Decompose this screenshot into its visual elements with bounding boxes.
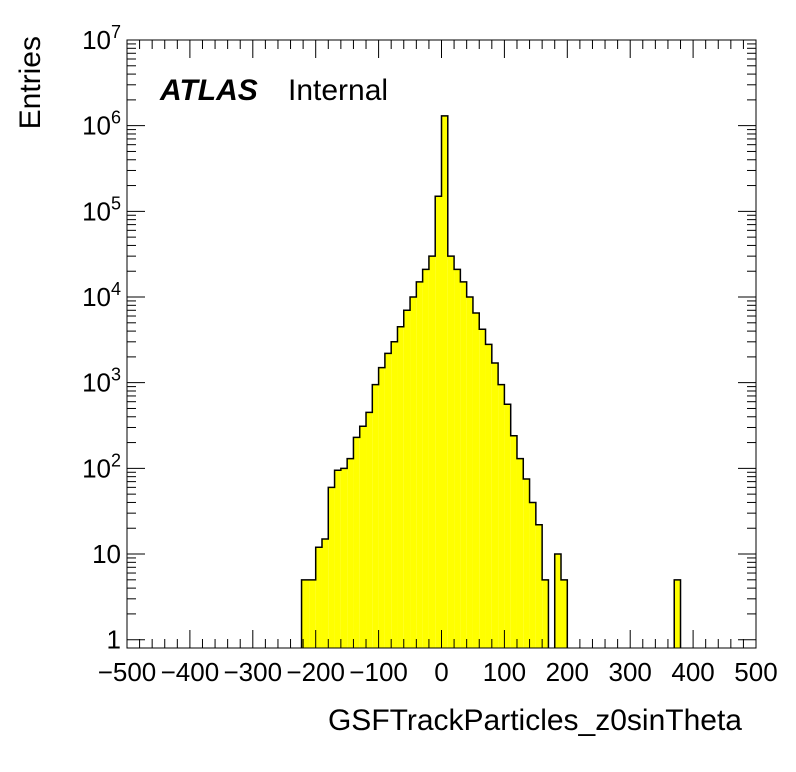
histogram-bar	[447, 256, 455, 648]
x-tick-label: 400	[671, 657, 714, 687]
x-tick-label: −300	[224, 657, 283, 687]
y-tick-labels: 1 10 102 103 104 105 106 107	[82, 22, 121, 655]
histogram-bar	[372, 384, 379, 648]
histogram-bar	[498, 384, 505, 648]
histogram-bar	[516, 458, 524, 648]
histogram-bar	[542, 579, 549, 648]
histogram-bar	[561, 579, 568, 648]
y-tick-label: 105	[82, 193, 121, 226]
histogram-bar	[535, 524, 543, 648]
x-tick-labels: −500 −400 −300 −200 −100 0 100 200 300 400 500	[98, 657, 778, 687]
histogram-bar	[353, 437, 360, 648]
histogram-bar	[491, 362, 499, 648]
x-tick-label: 300	[609, 657, 652, 687]
histogram-bar	[309, 579, 316, 648]
x-tick-label: 100	[483, 657, 526, 687]
histogram-bar	[485, 344, 492, 648]
histogram-bar	[523, 479, 530, 648]
plot-frame	[126, 39, 757, 649]
histogram-bar	[504, 404, 511, 648]
x-axis-title: GSFTrackParticles_z0sinTheta	[328, 704, 742, 737]
histogram-bar	[554, 554, 562, 648]
histogram-bar	[410, 297, 417, 648]
y-tick-label: 1	[107, 625, 121, 655]
histogram-bar	[466, 297, 473, 648]
y-tick-label: 10	[92, 539, 121, 569]
histogram-bar	[510, 435, 517, 648]
x-tick-label: −500	[98, 657, 157, 687]
x-tick-label: 500	[734, 657, 777, 687]
histogram-bar	[422, 269, 429, 648]
atlas-label: ATLAS	[159, 74, 258, 107]
x-tick-label: 200	[546, 657, 589, 687]
histogram-bar	[334, 470, 341, 648]
internal-label: Internal	[288, 74, 388, 107]
histogram-bar	[479, 329, 486, 648]
histogram-bar	[321, 538, 329, 648]
histogram-bar	[529, 502, 536, 648]
histogram-bar	[416, 281, 423, 648]
histogram-bar	[441, 115, 448, 649]
y-tick-label: 106	[82, 108, 121, 141]
y-axis-title: Entries	[14, 36, 47, 129]
x-tick-label: 0	[434, 657, 448, 687]
y-tick-label: 104	[82, 279, 121, 312]
histogram-bar	[674, 579, 681, 648]
y-tick-label: 102	[82, 450, 121, 483]
histogram-bar	[378, 367, 385, 648]
histogram-bar	[472, 313, 480, 648]
histogram-bar	[315, 547, 322, 648]
histogram-bar	[328, 487, 335, 648]
x-tick-label: −400	[161, 657, 220, 687]
histogram-bar	[397, 326, 404, 648]
histogram-bars	[300, 115, 682, 649]
histogram-bar	[384, 353, 392, 648]
histogram-bar	[301, 579, 310, 648]
x-tick-label: −200	[286, 657, 345, 687]
histogram-bar	[460, 281, 467, 648]
histogram-bar	[391, 341, 398, 648]
histogram-bar	[435, 196, 442, 649]
x-tick-label: −100	[349, 657, 408, 687]
histogram-bar	[366, 412, 373, 648]
histogram-outline	[300, 115, 682, 648]
y-tick-label: 103	[82, 365, 121, 398]
histogram-bar	[347, 458, 354, 648]
histogram-bar	[340, 468, 348, 648]
histogram-bar	[359, 426, 367, 648]
histogram-bar	[403, 310, 411, 648]
histogram-bar	[454, 269, 461, 648]
axis-ticks	[126, 39, 757, 648]
y-tick-label: 107	[82, 22, 121, 55]
histogram-bar	[428, 256, 436, 648]
